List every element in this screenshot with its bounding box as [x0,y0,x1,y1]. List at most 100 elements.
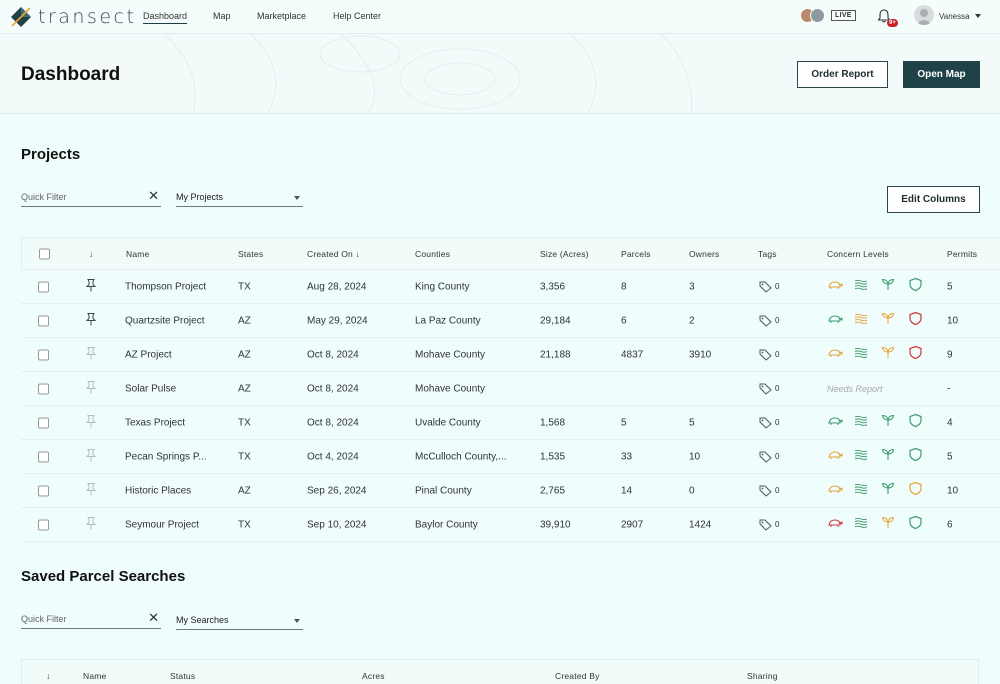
table-row[interactable]: AZ Project AZ Oct 8, 2024 Mohave County 21,1… [21,338,1000,372]
logo[interactable]: transect [10,6,136,28]
vegetation-concern-icon[interactable] [881,346,895,359]
shield-icon[interactable] [909,345,922,359]
table-row[interactable]: Thompson Project TX Aug 28, 2024 King Count… [21,270,1000,304]
projects-quick-filter-input[interactable]: Quick Filter ✕ [21,187,161,207]
row-checkbox[interactable] [38,451,49,462]
shield-icon[interactable] [909,413,922,427]
wetland-concern-icon[interactable] [854,279,869,291]
projects-filter-select[interactable]: My Projects [176,187,303,207]
column-header-size[interactable]: Size (Acres) [540,248,589,259]
table-row[interactable]: Texas Project TX Oct 8, 2024 Uvalde County 1… [21,406,1000,440]
wildlife-concern-icon[interactable] [827,449,843,461]
pin-icon[interactable] [85,415,97,429]
project-name[interactable]: Pecan Springs P... [125,451,207,462]
vegetation-concern-icon[interactable] [881,414,895,427]
pin-sort-icon[interactable]: ↓ [89,248,94,259]
wetland-concern-icon[interactable] [854,415,869,427]
pin-icon[interactable] [85,449,97,463]
wildlife-concern-icon[interactable] [827,483,843,495]
pin-icon[interactable] [85,313,97,327]
bell-icon[interactable] [876,8,892,24]
live-users[interactable] [800,8,825,23]
column-header-counties[interactable]: Counties [415,248,451,259]
shield-icon[interactable] [909,515,922,529]
column-header-sharing[interactable]: Sharing [747,671,778,681]
vegetation-concern-icon[interactable] [881,278,895,291]
project-tags[interactable]: 0 [759,383,779,395]
needs-report-label[interactable]: Needs Report [827,383,883,394]
row-checkbox[interactable] [38,315,49,326]
table-row[interactable]: Seymour Project TX Sep 10, 2024 Baylor Coun… [21,508,1000,542]
row-checkbox[interactable] [38,417,49,428]
vegetation-concern-icon[interactable] [881,516,895,529]
wildlife-concern-icon[interactable] [827,415,843,427]
column-header-created-on[interactable]: Created On ↓ [307,248,360,259]
project-name[interactable]: Historic Places [125,485,192,496]
wetland-concern-icon[interactable] [854,313,869,325]
nav-map[interactable]: Map [213,11,231,21]
row-checkbox[interactable] [38,383,49,394]
vegetation-concern-icon[interactable] [881,312,895,325]
column-header-states[interactable]: States [238,248,264,259]
vegetation-concern-icon[interactable] [881,482,895,495]
project-tags[interactable]: 0 [759,349,779,361]
live-badge[interactable]: LIVE [831,10,856,21]
pin-icon[interactable] [85,279,97,293]
column-header-acres[interactable]: Acres [362,671,385,681]
wildlife-concern-icon[interactable] [827,279,843,291]
row-checkbox[interactable] [38,519,49,530]
wildlife-concern-icon[interactable] [827,347,843,359]
project-tags[interactable]: 0 [759,451,779,463]
project-tags[interactable]: 0 [759,417,779,429]
sort-down-icon[interactable]: ↓ [46,671,51,681]
close-icon[interactable]: ✕ [148,610,159,625]
saved-filter-select[interactable]: My Searches [176,610,303,630]
table-row[interactable]: Historic Places AZ Sep 26, 2024 Pinal Count… [21,474,1000,508]
table-row[interactable]: Pecan Springs P... TX Oct 4, 2024 McCulloch… [21,440,1000,474]
wetland-concern-icon[interactable] [854,449,869,461]
column-header-status[interactable]: Status [170,671,196,681]
table-row[interactable]: Quartzsite Project AZ May 29, 2024 La Paz C… [21,304,1000,338]
project-name[interactable]: Quartzsite Project [125,315,205,326]
wetland-concern-icon[interactable] [854,347,869,359]
column-header-permits[interactable]: Permits [947,248,978,259]
row-checkbox[interactable] [38,485,49,496]
column-header-name[interactable]: Name [126,248,150,259]
user-avatar[interactable] [914,5,934,25]
project-tags[interactable]: 0 [759,281,779,293]
column-header-name[interactable]: Name [83,671,107,681]
vegetation-concern-icon[interactable] [881,448,895,461]
column-header-concern-levels[interactable]: Concern Levels [827,248,889,259]
project-tags[interactable]: 0 [759,485,779,497]
open-map-button[interactable]: Open Map [903,61,980,88]
row-checkbox[interactable] [38,281,49,292]
pin-icon[interactable] [85,483,97,497]
pin-icon[interactable] [85,517,97,531]
close-icon[interactable]: ✕ [148,188,159,203]
column-header-tags[interactable]: Tags [758,248,777,259]
project-tags[interactable]: 0 [759,315,779,327]
table-row[interactable]: Solar Pulse AZ Oct 8, 2024 Mohave County 0 Ne… [21,372,1000,406]
wetland-concern-icon[interactable] [854,483,869,495]
shield-icon[interactable] [909,311,922,325]
pin-icon[interactable] [85,381,97,395]
shield-icon[interactable] [909,481,922,495]
pin-icon[interactable] [85,347,97,361]
saved-quick-filter-input[interactable]: Quick Filter ✕ [21,609,161,629]
column-header-parcels[interactable]: Parcels [621,248,651,259]
project-name[interactable]: Thompson Project [125,281,207,292]
project-name[interactable]: Seymour Project [125,519,199,530]
wetland-concern-icon[interactable] [854,517,869,529]
wildlife-concern-icon[interactable] [827,517,843,529]
chevron-down-icon[interactable] [975,14,981,18]
wildlife-concern-icon[interactable] [827,313,843,325]
nav-marketplace[interactable]: Marketplace [257,11,307,21]
shield-icon[interactable] [909,447,922,461]
project-tags[interactable]: 0 [759,519,779,531]
select-all-checkbox[interactable] [39,248,50,259]
user-name[interactable]: Vanessa [939,12,970,21]
nav-dashboard[interactable]: Dashboard [143,11,188,24]
column-header-owners[interactable]: Owners [689,248,720,259]
project-name[interactable]: Solar Pulse [125,383,177,394]
shield-icon[interactable] [909,277,922,291]
